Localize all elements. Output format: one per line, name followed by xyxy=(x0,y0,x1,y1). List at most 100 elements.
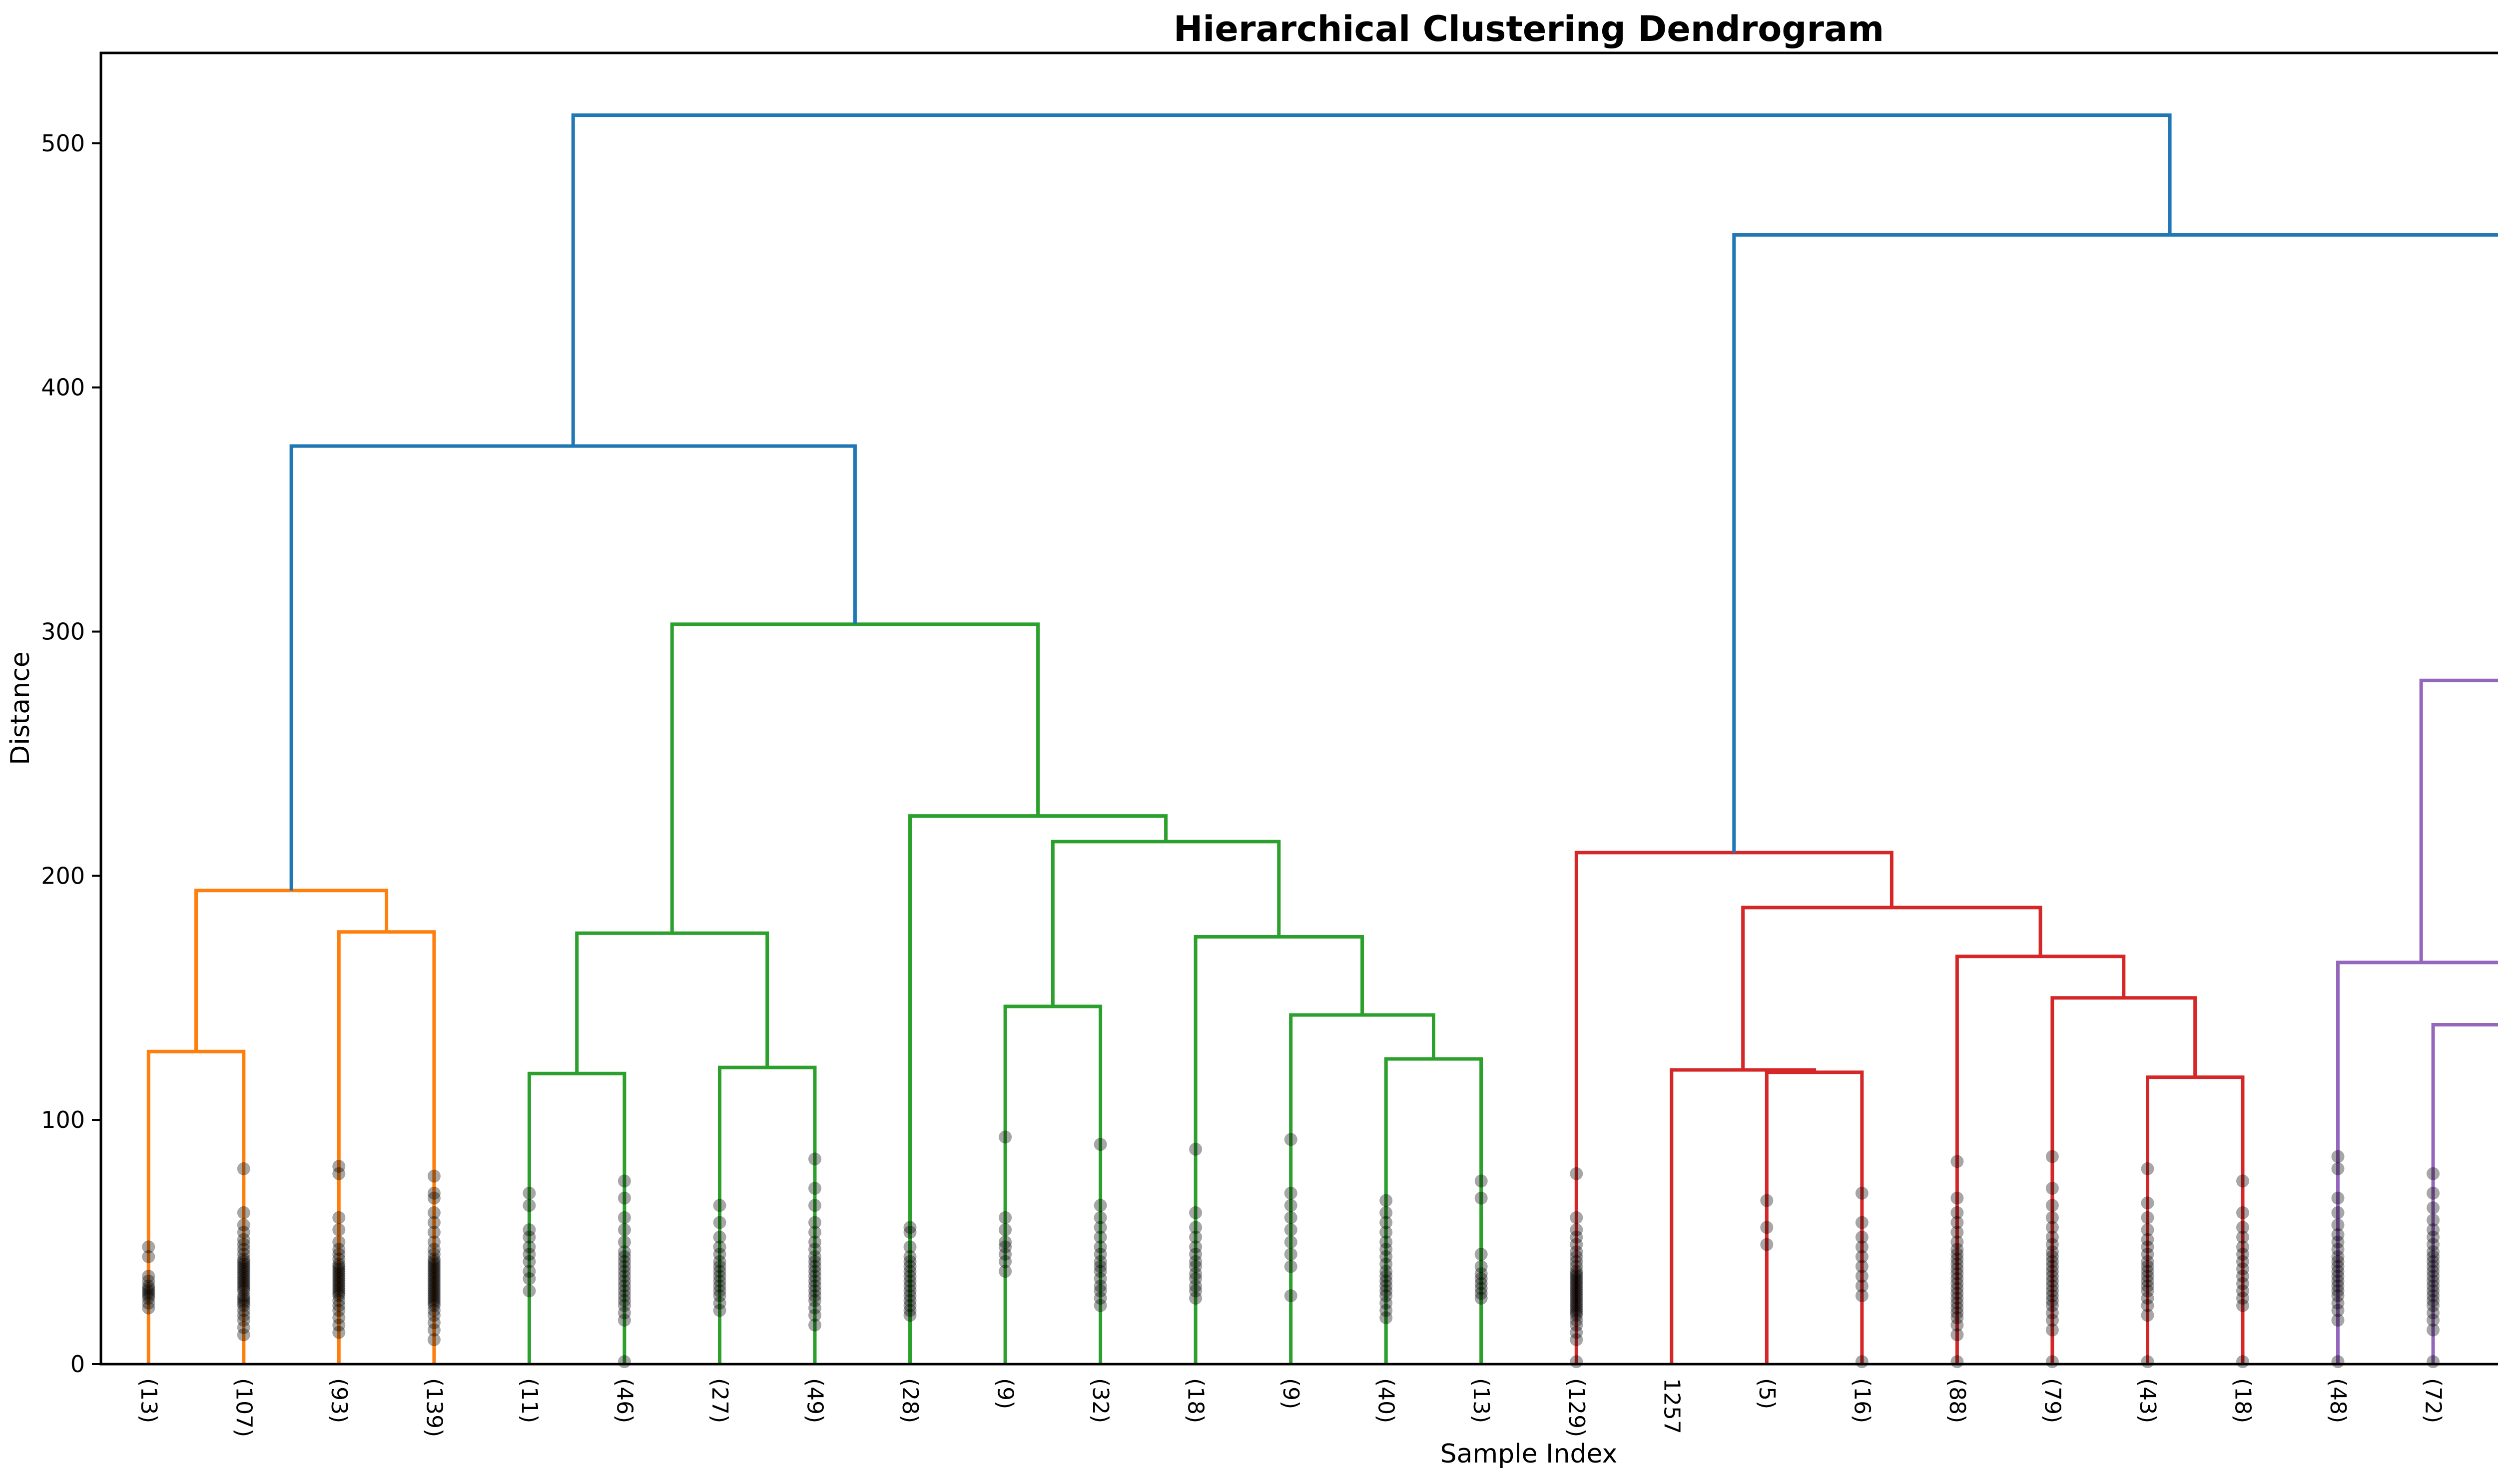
leaf-label: (40) xyxy=(1373,1378,1399,1423)
scatter-point xyxy=(1094,1138,1107,1151)
scatter-point xyxy=(1475,1248,1488,1261)
scatter-point xyxy=(1475,1174,1488,1187)
chart-title: Hierarchical Clustering Dendrogram xyxy=(1174,8,1884,49)
scatter-point xyxy=(428,1192,441,1205)
leaf-label: 1257 xyxy=(1659,1378,1684,1434)
leaf-label: (18) xyxy=(2230,1378,2256,1423)
scatter-point xyxy=(1379,1311,1392,1324)
scatter-point xyxy=(618,1355,631,1368)
y-tick-label: 200 xyxy=(41,862,85,889)
scatter-point xyxy=(2236,1174,2249,1187)
leaf-label: (129) xyxy=(1564,1378,1589,1437)
scatter-point xyxy=(904,1226,917,1239)
scatter-point xyxy=(618,1192,631,1205)
scatter-point xyxy=(713,1199,726,1212)
scatter-point xyxy=(237,1162,250,1175)
scatter-point xyxy=(808,1152,821,1165)
scatter-point xyxy=(618,1211,631,1224)
scatter-point xyxy=(1570,1333,1583,1346)
scatter-point xyxy=(332,1211,345,1224)
x-axis-label: Sample Index xyxy=(1440,1439,1618,1469)
scatter-point xyxy=(2427,1167,2440,1180)
scatter-point xyxy=(1475,1192,1488,1205)
scatter-point xyxy=(142,1302,155,1315)
scatter-point xyxy=(523,1199,536,1212)
scatter-point xyxy=(2236,1206,2249,1219)
plot-background xyxy=(101,53,2498,1364)
scatter-point xyxy=(999,1223,1012,1236)
scatter-point xyxy=(1379,1194,1392,1207)
scatter-point xyxy=(1856,1289,1869,1302)
scatter-point xyxy=(2427,1355,2440,1368)
scatter-point xyxy=(142,1250,155,1263)
leaf-label: (9) xyxy=(1278,1378,1303,1409)
scatter-point xyxy=(1760,1238,1773,1251)
scatter-point xyxy=(1950,1192,1963,1205)
scatter-point xyxy=(1284,1289,1297,1302)
scatter-point xyxy=(2141,1211,2154,1224)
leaf-label: (72) xyxy=(2421,1378,2446,1423)
scatter-point xyxy=(1475,1292,1488,1305)
scatter-point xyxy=(2236,1355,2249,1368)
scatter-point xyxy=(1094,1199,1107,1212)
scatter-point xyxy=(2141,1309,2154,1322)
scatter-point xyxy=(618,1174,631,1187)
scatter-point xyxy=(237,1328,250,1341)
leaf-label: (16) xyxy=(1849,1378,1874,1423)
scatter-point xyxy=(1284,1211,1297,1224)
scatter-point xyxy=(2332,1314,2345,1327)
scatter-point xyxy=(2046,1150,2059,1163)
scatter-point xyxy=(1570,1167,1583,1180)
leaf-label: (5) xyxy=(1754,1378,1780,1409)
leaf-label: (9) xyxy=(993,1378,1018,1409)
leaf-label: (48) xyxy=(2325,1378,2351,1423)
y-tick-label: 500 xyxy=(41,130,85,157)
leaf-label: (46) xyxy=(612,1378,637,1423)
scatter-point xyxy=(237,1206,250,1219)
y-axis-label: Distance xyxy=(5,651,35,765)
leaf-label: (43) xyxy=(2135,1378,2160,1423)
scatter-point xyxy=(2046,1324,2059,1337)
scatter-point xyxy=(2332,1206,2345,1219)
scatter-point xyxy=(618,1223,631,1236)
scatter-point xyxy=(713,1304,726,1317)
scatter-point xyxy=(2332,1355,2345,1368)
leaf-label: (49) xyxy=(802,1378,828,1423)
scatter-point xyxy=(332,1326,345,1339)
scatter-point xyxy=(999,1265,1012,1278)
scatter-point xyxy=(1856,1216,1869,1229)
scatter-point xyxy=(1950,1355,1963,1368)
scatter-point xyxy=(1570,1211,1583,1224)
leaf-label: (13) xyxy=(1468,1378,1494,1423)
scatter-point xyxy=(523,1187,536,1200)
y-tick-label: 100 xyxy=(41,1106,85,1133)
scatter-point xyxy=(332,1167,345,1180)
scatter-point xyxy=(2141,1355,2154,1368)
scatter-point xyxy=(1284,1133,1297,1146)
scatter-point xyxy=(523,1284,536,1297)
scatter-point xyxy=(713,1216,726,1229)
scatter-point xyxy=(999,1130,1012,1143)
scatter-point xyxy=(2141,1196,2154,1209)
leaf-label: (28) xyxy=(897,1378,923,1423)
scatter-point xyxy=(1570,1355,1583,1368)
y-tick-label: 400 xyxy=(41,374,85,401)
scatter-point xyxy=(2427,1201,2440,1214)
scatter-point xyxy=(2332,1162,2345,1175)
scatter-point xyxy=(1189,1143,1202,1156)
scatter-point xyxy=(1284,1223,1297,1236)
scatter-point xyxy=(2046,1182,2059,1195)
scatter-point xyxy=(2141,1162,2154,1175)
leaf-label: (139) xyxy=(421,1378,447,1437)
scatter-point xyxy=(332,1223,345,1236)
leaf-label: (32) xyxy=(1088,1378,1113,1423)
scatter-point xyxy=(1189,1292,1202,1305)
leaf-label: (79) xyxy=(2039,1378,2065,1423)
leaf-label: (11) xyxy=(517,1378,542,1423)
scatter-point xyxy=(808,1319,821,1332)
scatter-point xyxy=(2046,1199,2059,1212)
scatter-point xyxy=(428,1170,441,1183)
scatter-point xyxy=(1856,1355,1869,1368)
